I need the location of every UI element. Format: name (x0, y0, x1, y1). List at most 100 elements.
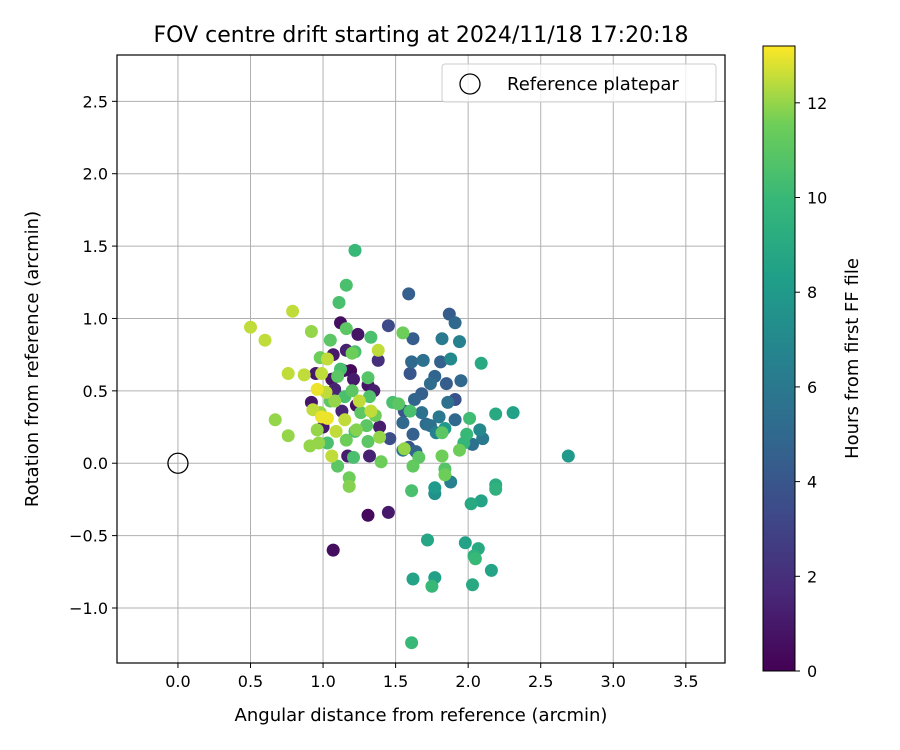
data-point (444, 352, 458, 366)
data-point (320, 411, 334, 425)
data-point (323, 333, 337, 347)
data-point (373, 430, 387, 444)
data-point (371, 343, 385, 357)
x-tick-label: 2.0 (455, 672, 480, 691)
x-tick-label: 0.5 (238, 672, 263, 691)
data-point (415, 406, 429, 420)
data-point (354, 406, 368, 420)
data-point (345, 384, 359, 398)
data-point (463, 411, 477, 425)
data-point (405, 355, 419, 369)
data-point (474, 494, 488, 508)
y-tick-label: 0.0 (83, 454, 108, 473)
y-tick-label: 1.5 (83, 237, 108, 256)
x-axis-ticks: 0.0 0.5 1.0 1.5 2.0 2.5 3.0 3.5 (165, 663, 699, 691)
data-point (441, 395, 455, 409)
data-point (332, 296, 346, 309)
data-point (416, 353, 430, 367)
data-point (406, 332, 420, 346)
data-point (396, 326, 410, 340)
data-point (403, 367, 417, 380)
data-point (397, 442, 411, 456)
x-tick-label: 3.0 (601, 672, 626, 691)
data-point (310, 423, 324, 437)
data-point (339, 433, 353, 447)
chart-title: FOV centre drift starting at 2024/11/18 … (154, 23, 689, 48)
data-point (473, 423, 487, 437)
y-tick-label: −1.0 (69, 599, 108, 618)
data-point (348, 243, 362, 257)
data-point (258, 333, 272, 347)
data-point (364, 404, 378, 418)
data-point (383, 432, 397, 446)
data-point (435, 449, 449, 463)
data-point (489, 482, 503, 496)
data-point (244, 320, 257, 334)
data-point (306, 403, 320, 417)
data-point (360, 419, 374, 433)
data-point (364, 330, 378, 344)
x-tick-label: 1.5 (383, 672, 408, 691)
data-point (345, 346, 359, 360)
data-point (381, 319, 395, 333)
data-point (371, 353, 385, 367)
data-point (468, 552, 482, 566)
data-point (328, 394, 342, 408)
gridlines (117, 55, 725, 663)
data-point (405, 636, 419, 650)
data-point (405, 484, 419, 498)
colorbar-label: Hours from first FF file (842, 258, 863, 459)
plot-frame (116, 54, 726, 664)
data-point (435, 426, 449, 440)
y-tick-label: 0.5 (83, 382, 108, 401)
data-point (428, 481, 442, 495)
data-point (374, 455, 388, 469)
colorbar-tick-label: 6 (807, 378, 817, 397)
data-point (432, 410, 446, 424)
data-point (464, 497, 478, 511)
data-point (396, 416, 410, 430)
legend-box (441, 63, 717, 103)
data-point (351, 327, 365, 341)
colorbar-tick-label: 4 (807, 473, 817, 492)
data-point (361, 371, 375, 385)
colorbar-tick-label: 8 (807, 283, 817, 302)
data-point (458, 536, 472, 550)
data-point (347, 372, 360, 386)
data-point (466, 578, 479, 592)
data-point (403, 404, 417, 418)
data-point (310, 382, 324, 396)
data-point (281, 429, 295, 443)
data-point (438, 468, 452, 482)
data-point (342, 479, 356, 493)
data-point (338, 413, 352, 427)
y-tick-label: 1.0 (83, 309, 108, 328)
x-tick-label: 1.0 (310, 672, 335, 691)
data-point (561, 449, 575, 463)
data-point (474, 356, 488, 370)
data-point (331, 369, 345, 383)
data-point (297, 368, 311, 382)
data-point (406, 459, 420, 473)
data-point (406, 427, 420, 441)
y-axis-label: Rotation from reference (arcmin) (22, 211, 43, 507)
data-point (363, 390, 376, 404)
colorbar (762, 45, 796, 672)
y-tick-label: −0.5 (69, 527, 108, 546)
data-point (281, 367, 295, 380)
data-point (453, 443, 466, 457)
x-tick-label: 3.5 (673, 672, 698, 691)
reference-point-marker (167, 452, 189, 474)
y-axis-ticks: −1.0 −0.5 0.0 0.5 1.0 1.5 2.0 2.5 (69, 92, 117, 618)
colorbar-tick-label: 12 (807, 94, 827, 113)
data-point (453, 335, 466, 349)
data-point (448, 413, 462, 427)
data-point (361, 435, 375, 448)
data-points (244, 243, 575, 650)
data-point (315, 367, 329, 380)
data-point (303, 439, 317, 453)
data-point (392, 397, 405, 411)
data-point (326, 543, 340, 557)
data-point (329, 424, 343, 438)
